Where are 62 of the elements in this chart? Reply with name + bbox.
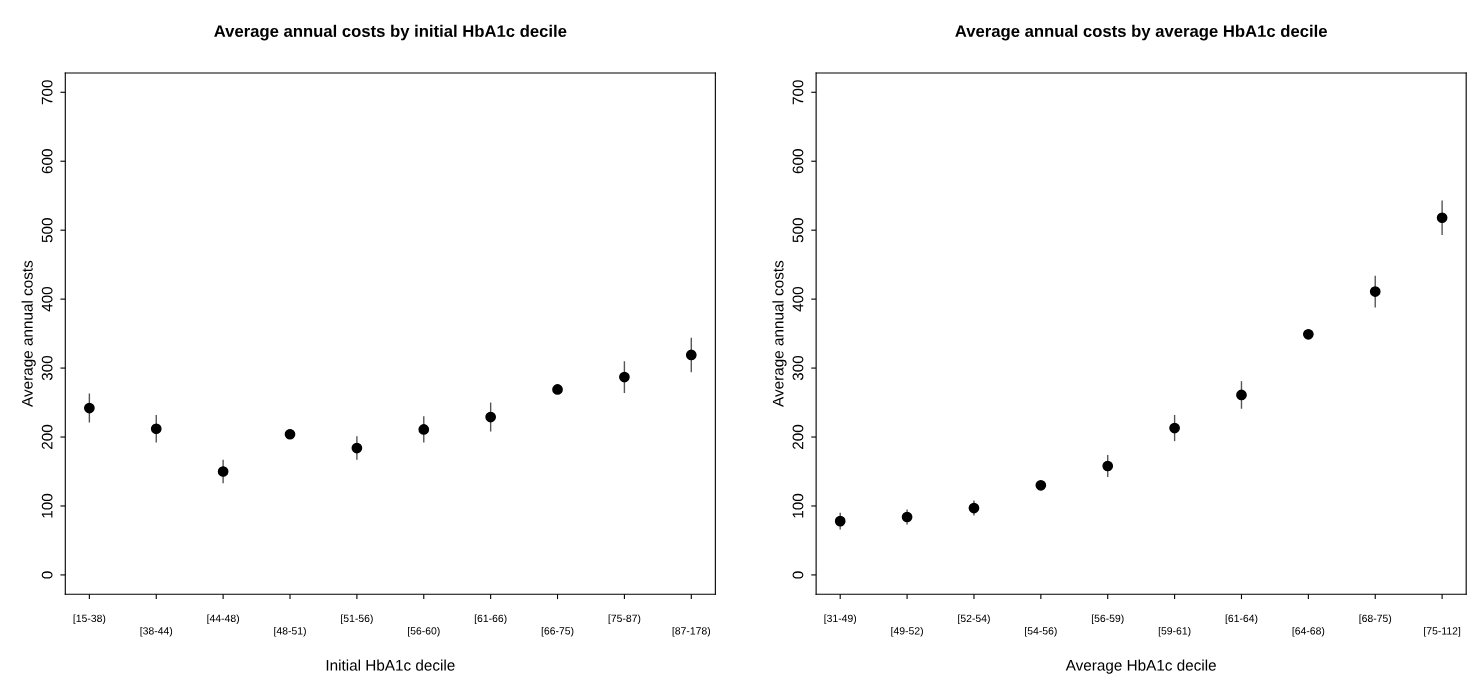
y-tick-label: 500 xyxy=(41,218,53,243)
y-tick-label: 200 xyxy=(792,424,804,449)
y-tick-label: 600 xyxy=(41,149,53,174)
x-tick-label: [59-61) xyxy=(1158,626,1191,637)
x-tick-label: [61-66) xyxy=(474,614,507,625)
x-tick-label: [49-52) xyxy=(891,626,923,637)
x-tick-label: [38-44) xyxy=(140,626,173,637)
y-tick-label: 300 xyxy=(41,355,53,381)
x-tick-label: [56-59) xyxy=(1091,614,1124,625)
x-tick-label: [15-38) xyxy=(73,614,106,625)
x-tick-label: [64-68) xyxy=(1292,626,1325,637)
x-tick-label: [44-48) xyxy=(207,614,239,625)
y-tick-label: 400 xyxy=(41,286,53,312)
y-tick-label: 300 xyxy=(792,355,804,381)
x-tick-label: [75-87) xyxy=(608,614,641,625)
y-tick-label: 200 xyxy=(41,424,53,449)
point xyxy=(1169,422,1180,434)
y-tick-label: 700 xyxy=(41,80,53,105)
point xyxy=(968,502,980,514)
y-tick-label: 400 xyxy=(792,286,804,312)
x-tick-label: [52-54) xyxy=(958,614,990,625)
y-tick-label: 600 xyxy=(792,149,804,174)
point xyxy=(1303,328,1314,340)
point xyxy=(1369,286,1381,297)
point xyxy=(485,411,497,423)
point xyxy=(1035,479,1047,491)
x-axis-title: Initial HbA1c decile xyxy=(326,659,455,671)
y-axis-title: Average annual costs xyxy=(772,260,787,407)
point xyxy=(901,511,913,523)
y-tick-label: 500 xyxy=(792,218,804,243)
point xyxy=(150,423,162,435)
point xyxy=(217,466,229,477)
x-axis-title: Average HbA1c decile xyxy=(1065,659,1216,674)
x-tick-label: [54-56) xyxy=(1025,626,1057,637)
y-tick-label: 700 xyxy=(792,80,804,105)
x-tick-label: [66-75) xyxy=(541,626,574,637)
x-tick-label: [31-49) xyxy=(824,614,857,625)
point xyxy=(418,424,430,435)
x-tick-label: [48-51) xyxy=(274,626,306,637)
point xyxy=(685,349,697,361)
point xyxy=(284,428,296,440)
x-tick-label: [51-56) xyxy=(341,614,373,625)
y-tick-label: 100 xyxy=(792,493,804,518)
x-tick-label: [68-75) xyxy=(1359,614,1392,625)
point xyxy=(1236,389,1247,401)
y-tick-label: 100 xyxy=(41,493,53,518)
point xyxy=(834,515,846,527)
y-tick-label: 0 xyxy=(792,571,804,579)
x-tick-label: [87-178) xyxy=(672,626,711,637)
y-tick-label: 0 xyxy=(41,571,53,579)
point xyxy=(351,442,363,454)
x-tick-label: [61-64) xyxy=(1225,614,1258,625)
point xyxy=(1436,212,1448,224)
chart-title: Average annual costs by average HbA1c decile xyxy=(955,24,1327,41)
y-axis-title: Average annual costs xyxy=(21,260,36,407)
x-tick-label: [75-112] xyxy=(1424,626,1461,637)
x-tick-label: [56-60) xyxy=(408,626,440,637)
point xyxy=(84,402,95,414)
chart-title: Average annual costs by initial HbA1c decile xyxy=(214,24,567,41)
point xyxy=(1102,460,1114,472)
point xyxy=(619,371,630,383)
point xyxy=(552,384,563,395)
